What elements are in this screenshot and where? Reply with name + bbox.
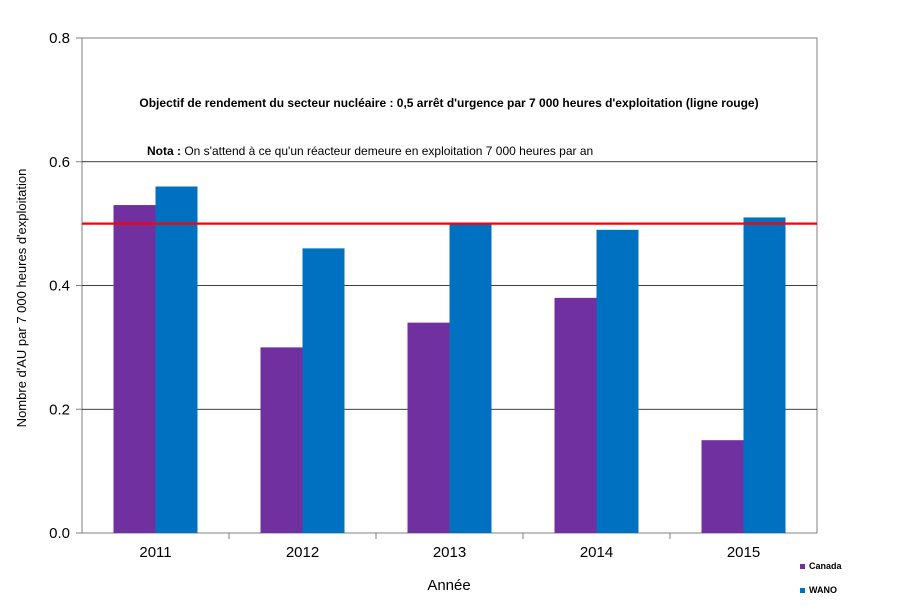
x-tick-label: 2013 [433,544,466,561]
bar-wano-2012 [302,248,345,533]
y-tick-labels: 0.0 0.2 0.4 0.6 0.8 [49,30,70,542]
bar-wano-2011 [155,186,198,533]
y-tick-label: 0.8 [49,30,70,47]
bar-canada-2013 [407,322,450,533]
bar-wano-2014 [596,229,639,533]
bar-canada-2012 [260,347,303,533]
x-tick-label: 2014 [580,544,613,561]
x-axis-title: Année [427,577,470,594]
legend-swatch-wano [800,588,805,593]
y-tick-label: 0.6 [49,154,70,171]
bar-wano-2013 [449,223,492,533]
bar-wano-2015 [743,217,786,533]
bar-canada-2014 [554,297,597,533]
y-tick-label: 0.2 [49,401,70,418]
x-tick-label: 2015 [727,544,760,561]
legend: Canada WANO [800,561,843,595]
x-tick-labels: 2011 2012 2013 2014 2015 [139,544,760,561]
bar-canada-2015 [701,440,744,533]
legend-label-wano: WANO [809,585,837,595]
annotation-note-label: Nota : [147,144,181,158]
y-axis-title: Nombre d'AU par 7 000 heures d'exploitat… [14,169,29,428]
bars [113,186,786,533]
annotation-note: Nota : On s'attend à ce qu'un réacteur d… [147,144,593,158]
annotation-objective: Objectif de rendement du secteur nucléai… [139,96,758,110]
y-tick-label: 0.0 [49,525,70,542]
legend-label-canada: Canada [809,561,843,571]
x-tick-label: 2012 [286,544,319,561]
y-tick-label: 0.4 [49,278,70,295]
annotation-note-text: On s'attend à ce qu'un réacteur demeure … [181,144,593,158]
legend-swatch-canada [800,564,805,569]
bar-canada-2011 [113,205,156,533]
x-tick-label: 2011 [139,544,171,561]
